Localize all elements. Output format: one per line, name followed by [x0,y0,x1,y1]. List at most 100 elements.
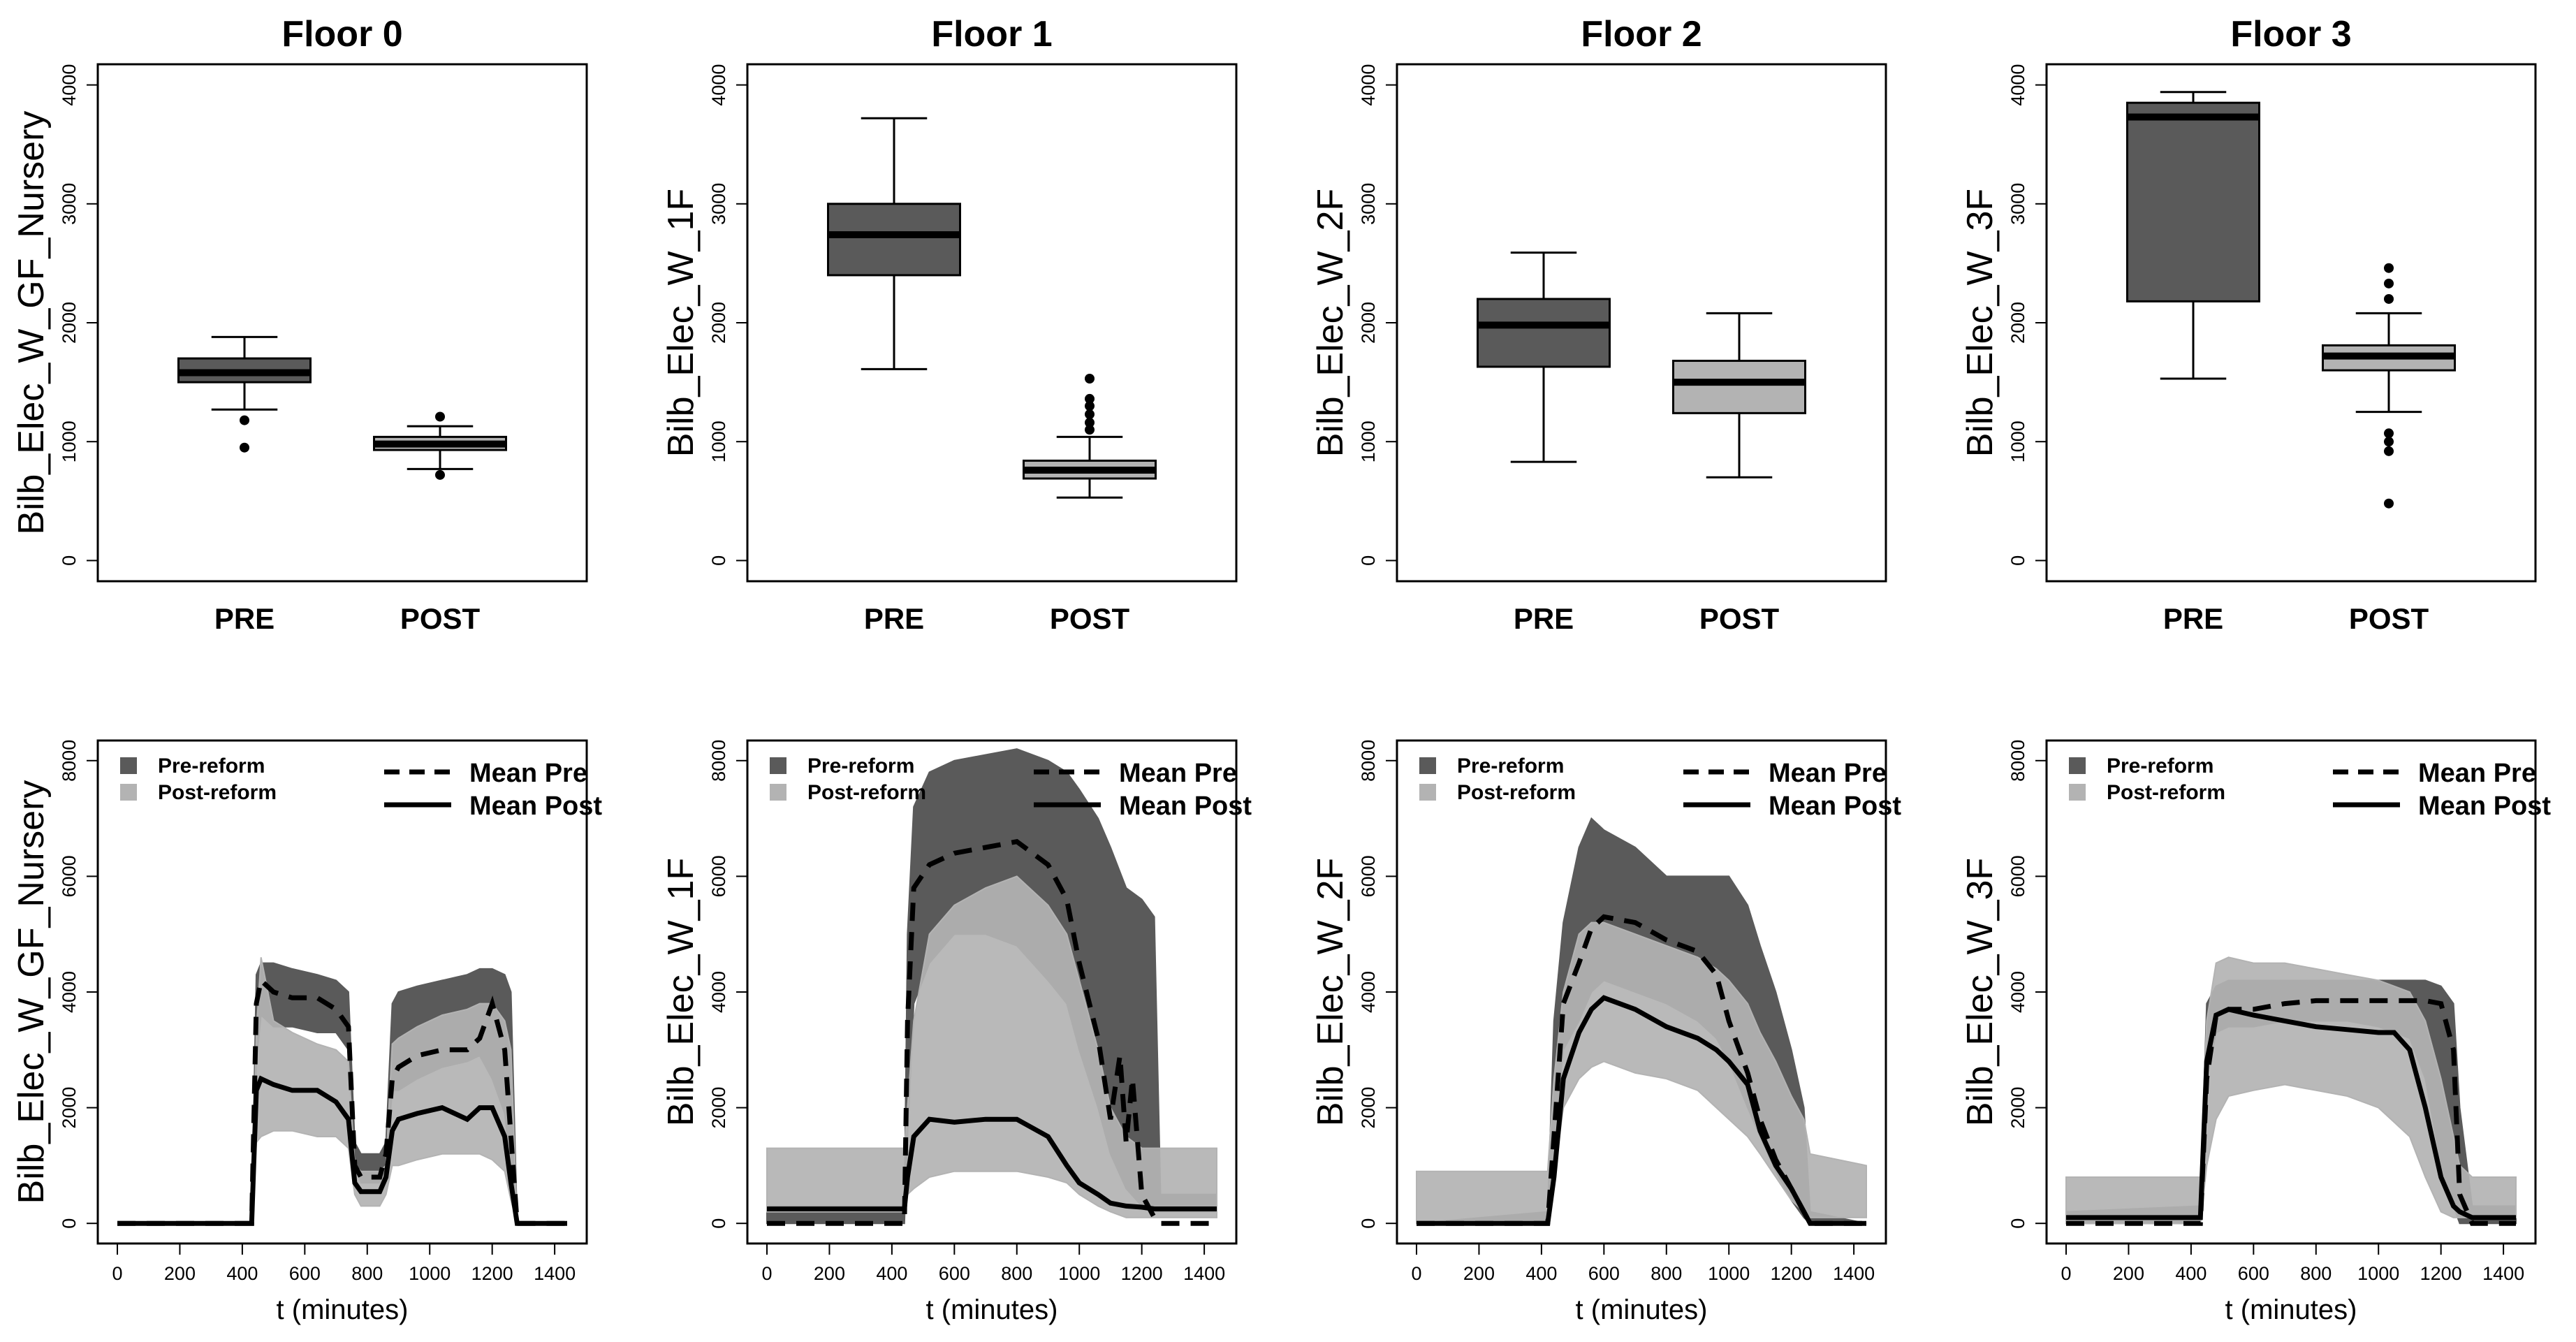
y-tick-label: 2000 [1358,1087,1379,1129]
category-label: PRE [2163,602,2223,635]
y-tick-label: 2000 [708,302,729,344]
legend-label: Post-reform [2107,781,2225,804]
box-post [373,411,507,480]
category-label: POST [1050,602,1130,635]
y-tick-label: 4000 [1358,971,1379,1013]
outlier-point [1085,373,1095,384]
legend-label: Mean Post [1119,792,1252,821]
box-iqr [2126,101,2260,302]
y-tick-label: 2000 [708,1087,729,1129]
x-tick-label: 600 [939,1263,970,1284]
y-tick-label: 3000 [708,183,729,225]
outlier-point [1085,425,1095,435]
y-axis-label: Bilb_Elec_W_2F [1310,189,1351,457]
y-axis-label: Bilb_Elec_W_2F [1310,858,1351,1126]
x-tick-label: 400 [1525,1263,1557,1284]
plot-frame [746,63,1238,583]
legend-swatch [770,784,786,801]
legend: Pre-reform Post-reform Mean Pre Mean Post [770,754,1252,821]
y-axis-label: Bilb_Elec_W_3F [1960,189,2000,457]
x-tick-label: 200 [814,1263,845,1284]
legend-label: Mean Post [469,792,602,821]
plot-frame [2045,739,2537,1245]
panel-title: Floor 3 [2230,14,2351,54]
y-tick-label: 4000 [708,971,729,1013]
y-tick-label: 0 [59,555,80,566]
box-post [2322,263,2456,509]
line-floor3: 0 2000 4000 6000 8000 Bilb_Elec_W_3F 0 200 400 60… [1960,739,2551,1325]
box-floor3: Floor 3 0 1000 2000 3000 4000 Bilb_Elec_W_3F PR… [1960,14,2537,635]
panel-title: Floor 1 [931,14,1052,54]
x-tick-label: 1200 [2420,1263,2462,1284]
x-tick-label: 800 [351,1263,383,1284]
legend-swatch [1419,784,1436,801]
y-tick-label: 4000 [59,64,80,106]
y-tick-label: 0 [59,1218,80,1229]
legend-swatch [770,757,786,774]
x-tick-label: 1000 [1058,1263,1100,1284]
series-mean-pre-line [117,975,567,1226]
y-tick-label: 0 [2007,555,2028,566]
box-iqr [1477,298,1611,368]
category-label: POST [1699,602,1780,635]
y-tick-label: 0 [2007,1218,2028,1229]
x-tick-label: 1200 [471,1263,513,1284]
y-tick-label: 8000 [1358,740,1379,782]
y-tick-label: 6000 [59,855,80,897]
y-tick-label: 2000 [1358,302,1379,344]
x-tick-label: 600 [1588,1263,1620,1284]
y-tick-label: 0 [1358,555,1379,566]
outlier-point [1085,401,1095,411]
outlier-point [2384,263,2394,273]
legend-label: Post-reform [807,781,926,804]
y-tick-label: 1000 [2007,421,2028,462]
y-tick-label: 6000 [1358,855,1379,897]
category-label: POST [400,602,481,635]
plot-frame [1396,739,1887,1245]
series-mean-pre-line [2066,998,2516,1226]
y-tick-label: 6000 [708,855,729,897]
y-tick-label: 4000 [708,64,729,106]
y-tick-label: 4000 [1358,64,1379,106]
y-tick-label: 8000 [2007,740,2028,782]
outlier-point [435,411,445,422]
series-mean-post-line [767,1116,1217,1211]
box-iqr [827,203,961,277]
legend-label: Pre-reform [158,754,265,778]
outlier-point [2384,293,2394,304]
legend-label: Pre-reform [1457,754,1564,778]
x-tick-label: 200 [1463,1263,1495,1284]
x-tick-label: 400 [876,1263,907,1284]
x-tick-label: 1400 [2482,1263,2524,1284]
box-floor0: Floor 0 0 1000 2000 3000 4000 Bilb_Elec_W_GF_N… [11,14,588,635]
x-tick-label: 600 [2238,1263,2269,1284]
y-tick-label: 0 [1358,1218,1379,1229]
outlier-point [240,442,249,453]
x-tick-label: 0 [112,1263,122,1284]
outlier-point [435,469,445,480]
outlier-point [2384,446,2394,456]
y-tick-label: 8000 [59,740,80,782]
legend-label: Post-reform [158,781,277,804]
x-tick-label: 1200 [1121,1263,1163,1284]
x-tick-label: 0 [761,1263,772,1284]
category-label: POST [2349,602,2429,635]
y-axis-label: Bilb_Elec_W_GF_Nursery [11,780,52,1204]
y-tick-label: 0 [708,555,729,566]
y-axis-label: Bilb_Elec_W_GF_Nursery [11,111,52,535]
x-tick-label: 1400 [534,1263,576,1284]
box-post [1672,312,1806,479]
y-axis-label: Bilb_Elec_W_1F [661,858,701,1126]
line-floor0: 0 2000 4000 6000 8000 Bilb_Elec_W_GF_Nursery 0… [11,739,602,1325]
box-floor1: Floor 1 0 1000 2000 3000 4000 Bilb_Elec_W_1F PR… [661,14,1238,635]
x-axis-label: t (minutes) [926,1294,1058,1325]
x-axis-label: t (minutes) [277,1294,409,1325]
line-floor1: 0 2000 4000 6000 8000 Bilb_Elec_W_1F 0 200 400 60… [661,739,1252,1325]
x-tick-label: 800 [1001,1263,1032,1284]
legend: Pre-reform Post-reform Mean Pre Mean Post [1419,754,1901,821]
x-tick-label: 800 [1651,1263,1682,1284]
x-tick-label: 1400 [1833,1263,1875,1284]
x-tick-label: 1000 [409,1263,451,1284]
x-axis-label: t (minutes) [2225,1294,2357,1325]
legend-label: Post-reform [1457,781,1576,804]
